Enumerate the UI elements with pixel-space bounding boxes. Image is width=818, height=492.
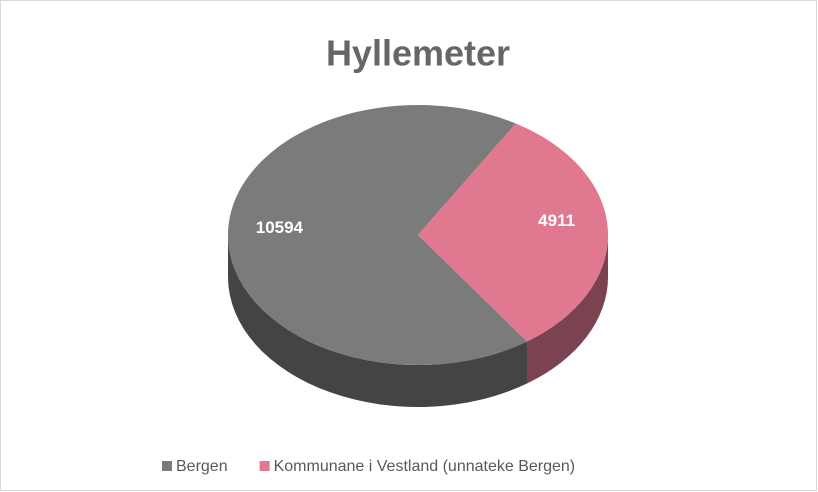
pie-side	[228, 235, 527, 408]
pie: 10594 4911	[228, 105, 608, 408]
pie-side	[526, 235, 608, 384]
chart-title: Hyllemeter	[326, 33, 510, 74]
legend-label: Bergen	[176, 458, 228, 475]
legend-swatch	[259, 461, 270, 471]
legend-label: Kommunane i Vestland (unnateke Bergen)	[274, 458, 576, 475]
legend: Bergen Kommunane i Vestland (unnateke Ber…	[162, 458, 575, 475]
data-label: 4911	[538, 211, 575, 230]
legend-swatch	[162, 461, 172, 471]
pie-slice	[228, 105, 527, 366]
pie-slice	[418, 123, 608, 342]
data-label: 10594	[256, 218, 304, 237]
